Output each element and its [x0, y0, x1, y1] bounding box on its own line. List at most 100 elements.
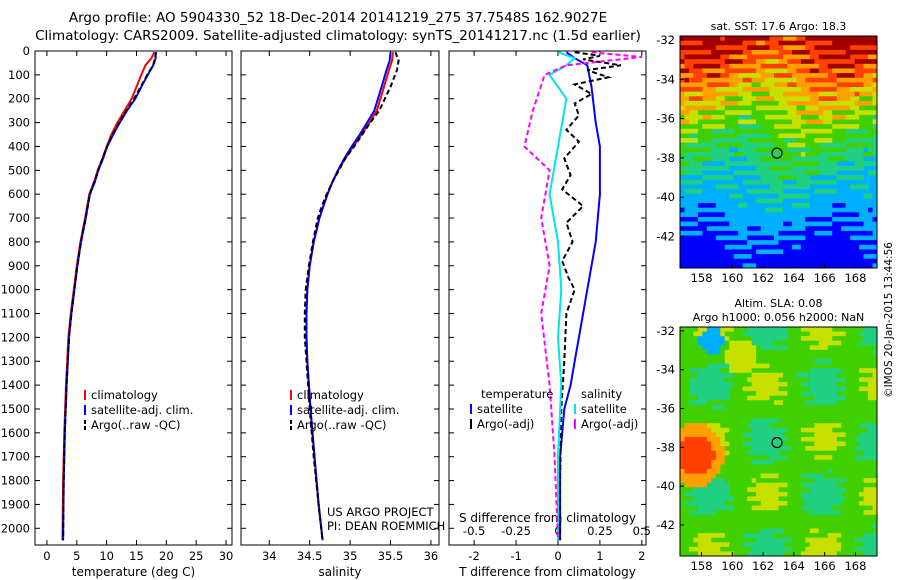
map-cell — [702, 446, 708, 452]
map-cell — [706, 400, 712, 406]
map-cell — [702, 170, 708, 176]
map-cell — [738, 487, 744, 493]
map-cell — [854, 336, 860, 342]
map-cell — [720, 161, 726, 167]
map-cell — [800, 49, 806, 55]
map-cell — [823, 49, 829, 55]
map-cell — [729, 414, 735, 419]
map-cell — [720, 73, 726, 79]
map-cell — [711, 505, 717, 511]
map-cell — [800, 249, 806, 255]
map-frame — [679, 326, 878, 557]
map-cell — [868, 114, 873, 120]
map-cell — [715, 441, 721, 447]
map-cell — [765, 54, 770, 60]
map-cell — [796, 345, 802, 351]
map-cell — [747, 249, 753, 255]
map-cell — [769, 349, 775, 355]
map-cell — [805, 423, 811, 429]
map-cell — [729, 487, 735, 493]
map-cell — [680, 391, 685, 397]
map-cell — [782, 381, 788, 387]
map-cell — [697, 533, 703, 539]
map-cell — [796, 432, 802, 438]
map-cell — [814, 114, 820, 120]
map-cell — [729, 336, 735, 342]
map-cell — [841, 170, 847, 176]
map-cell — [729, 203, 735, 209]
map-cell — [724, 230, 730, 236]
map-cell — [729, 105, 735, 111]
map-cell — [756, 244, 761, 250]
map-cell — [680, 432, 685, 438]
map-cell — [751, 446, 757, 452]
map-cell — [836, 331, 842, 337]
map-cell — [697, 510, 703, 516]
map-cell — [693, 482, 699, 488]
map-cell — [733, 147, 739, 153]
map-cell — [733, 386, 739, 392]
map-cell — [738, 523, 744, 529]
map-cell — [765, 546, 770, 552]
map-cell — [742, 501, 748, 507]
map-cell — [814, 119, 820, 125]
map-cell — [688, 432, 694, 438]
map-cell — [859, 230, 864, 236]
map-cell — [805, 523, 811, 529]
map-cell — [765, 165, 770, 171]
map-cell — [720, 496, 726, 502]
map-cell — [845, 263, 851, 269]
map-cell — [805, 68, 811, 74]
map-cell — [863, 91, 869, 97]
map-cell — [863, 198, 869, 204]
map-cell — [782, 505, 788, 511]
map-cell — [796, 142, 802, 148]
map-cell — [760, 372, 766, 378]
map-cell — [747, 114, 753, 120]
map-cell — [809, 386, 815, 392]
map-cell — [845, 133, 851, 139]
map-cell — [774, 418, 779, 424]
map-cell — [680, 501, 685, 507]
map-cell — [818, 345, 824, 351]
map-cell — [823, 354, 829, 360]
map-cell — [680, 359, 685, 365]
map-cell — [706, 203, 712, 209]
map-cell — [756, 40, 761, 46]
map-cell — [805, 179, 811, 185]
map-cell — [809, 240, 815, 246]
map-cell — [868, 100, 873, 106]
map-cell — [827, 542, 833, 548]
map-cell — [715, 523, 721, 529]
map-cell — [774, 230, 779, 236]
map-cell — [765, 263, 770, 269]
map-cell — [868, 409, 873, 415]
map-cell — [814, 179, 820, 185]
map-cell — [715, 161, 721, 167]
map-cell — [850, 487, 856, 493]
map-cell — [782, 501, 788, 507]
map-cell — [818, 152, 824, 158]
map-cell — [693, 432, 699, 438]
map-cell — [836, 482, 842, 488]
map-cell — [760, 441, 766, 447]
map-cell — [697, 110, 703, 116]
map-cell — [697, 336, 703, 342]
map-cell — [872, 446, 878, 452]
map-cell — [724, 198, 730, 204]
map-cell — [724, 528, 730, 534]
map-cell — [697, 542, 703, 548]
map-cell — [738, 68, 744, 74]
map-cell — [756, 491, 761, 497]
map-cell — [814, 54, 820, 60]
map-cell — [756, 216, 761, 222]
map-cell — [787, 505, 793, 511]
map-cell — [854, 414, 860, 419]
map-cell — [684, 170, 690, 176]
map-cell — [711, 441, 717, 447]
map-cell — [868, 551, 873, 557]
map-cell — [836, 505, 842, 511]
map-cell — [774, 105, 779, 111]
map-cell — [697, 184, 703, 190]
map-cell — [702, 478, 708, 484]
